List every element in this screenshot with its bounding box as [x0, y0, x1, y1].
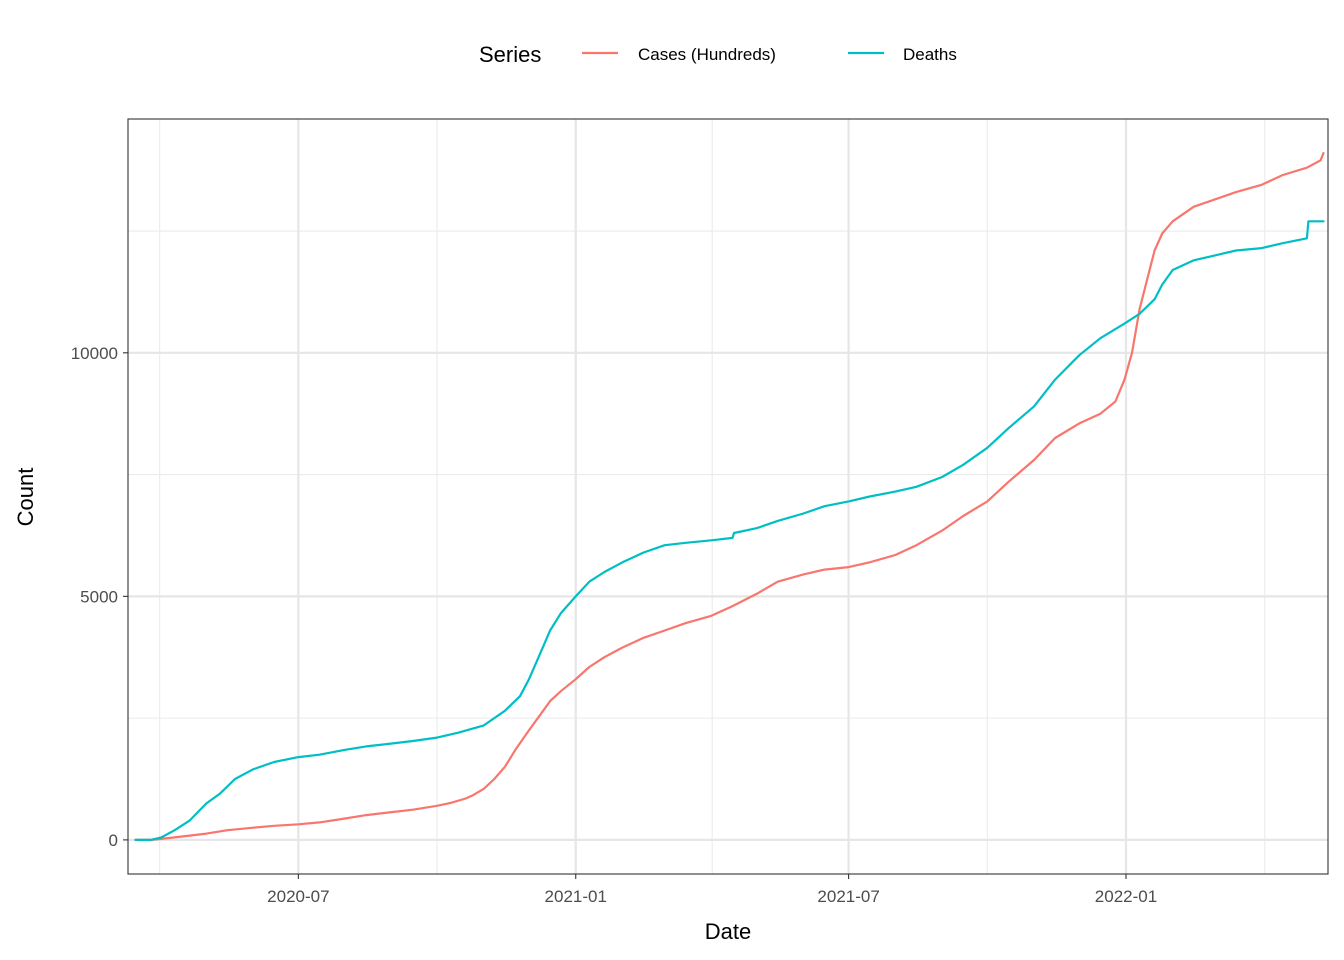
legend-title: Series: [479, 42, 541, 67]
legend: Series Cases (Hundreds) Deaths: [479, 42, 957, 67]
x-axis: 2020-07 2021-01 2021-07 2022-01: [267, 874, 1157, 906]
x-axis-title: Date: [705, 919, 751, 944]
x-tick-label: 2021-07: [817, 887, 879, 906]
legend-label-deaths: Deaths: [903, 45, 957, 64]
y-tick-label: 5000: [80, 587, 118, 606]
minor-gridlines: [128, 119, 1328, 874]
legend-label-cases: Cases (Hundreds): [638, 45, 776, 64]
y-axis-title: Count: [13, 468, 38, 527]
x-tick-label: 2022-01: [1095, 887, 1157, 906]
major-gridlines: [128, 119, 1328, 874]
series-line-cases: [134, 152, 1325, 841]
y-tick-label: 10000: [71, 344, 118, 363]
series-layer: [134, 152, 1325, 841]
series-line-deaths: [134, 220, 1325, 841]
y-tick-label: 0: [109, 831, 118, 850]
x-tick-label: 2021-01: [545, 887, 607, 906]
plot-panel-border: [127, 118, 1329, 875]
y-axis: 0 5000 10000: [71, 344, 128, 850]
x-tick-label: 2020-07: [267, 887, 329, 906]
